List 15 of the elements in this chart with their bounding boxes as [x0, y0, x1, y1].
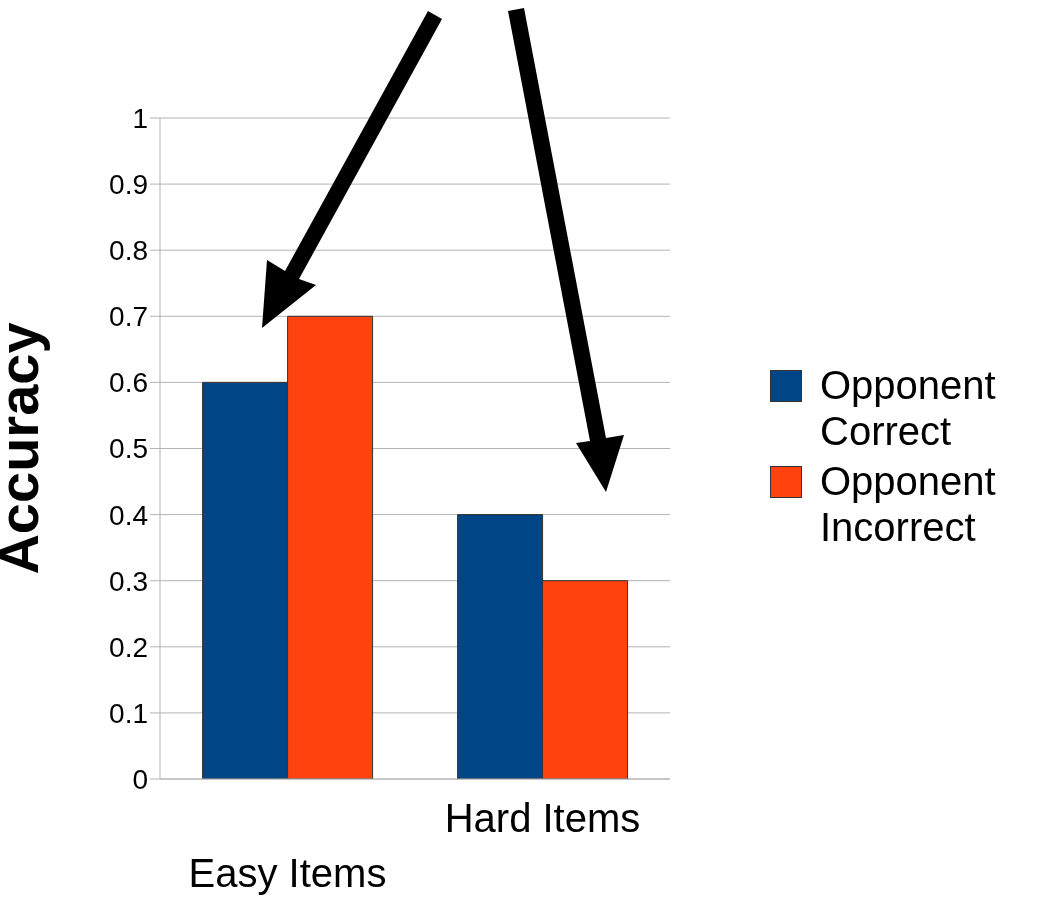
x-tick-label: Hard Items	[444, 796, 641, 840]
y-tick-label: 0	[132, 763, 148, 795]
y-tick-label: 0.9	[109, 169, 148, 201]
y-tick-label: 0.2	[109, 631, 148, 663]
y-tick-label: 0.3	[109, 565, 148, 597]
legend-label: Opponent Incorrect	[820, 457, 997, 550]
y-tick-label: 0.6	[109, 367, 148, 399]
y-tick-label: 0.8	[109, 235, 148, 267]
x-tick-label: Easy Items	[188, 851, 387, 895]
legend-label: Opponent Correct	[820, 361, 997, 454]
y-tick-label: 0.4	[109, 499, 148, 531]
y-tick-label: 1	[132, 102, 148, 134]
y-tick-label: 0.5	[109, 433, 148, 465]
y-tick-label: 0.1	[109, 697, 148, 729]
y-tick-label: 0.7	[109, 301, 148, 333]
